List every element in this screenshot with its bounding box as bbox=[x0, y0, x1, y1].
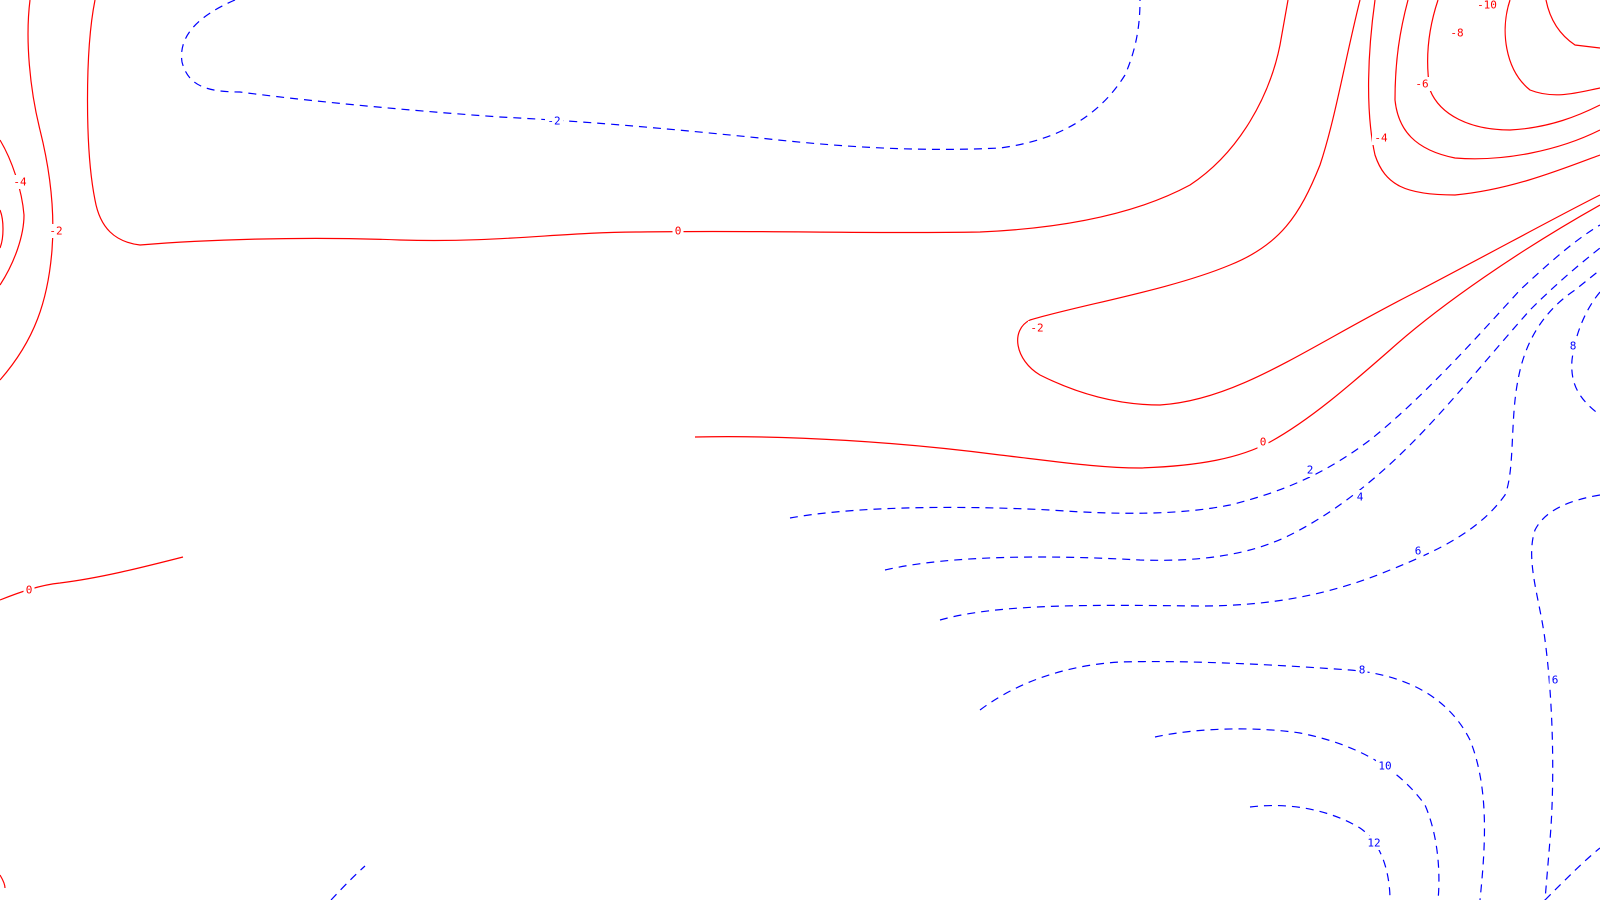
contour-label-group-17: 10 bbox=[1376, 759, 1394, 773]
contour-label-background bbox=[1549, 673, 1561, 687]
contour-label: 8 bbox=[1570, 340, 1577, 353]
contour-label-group-6: -2 bbox=[47, 224, 65, 238]
contour-label-group-14: 6 bbox=[1549, 673, 1561, 687]
contour-label-background bbox=[11, 175, 29, 189]
contour-line-level-neg4-3 bbox=[1394, 0, 1600, 160]
contour-label-background bbox=[1257, 435, 1269, 449]
contour-line-level-6-14 bbox=[1531, 494, 1600, 900]
contour-label: -6 bbox=[1415, 78, 1428, 91]
contour-label-background bbox=[1376, 759, 1394, 773]
contour-label-background bbox=[545, 114, 563, 128]
contour-line-level-neg4-4 bbox=[1367, 0, 1600, 196]
contour-line-level-neg6-22 bbox=[0, 209, 4, 249]
contour-line-level-neg2-6 bbox=[1017, 0, 1600, 406]
contour-label-background bbox=[1413, 77, 1431, 91]
contour-label: 8 bbox=[1359, 664, 1366, 677]
contour-label-group-4: -4 bbox=[11, 175, 29, 189]
contour-line-level-neg2-7 bbox=[0, 0, 54, 381]
contour-label-group-9: 0 bbox=[1257, 435, 1269, 449]
contour-label-background bbox=[1304, 463, 1316, 477]
contour-label: -2 bbox=[1030, 322, 1043, 335]
contour-line-level-0-10 bbox=[0, 556, 184, 601]
contour-line-level-4-23 bbox=[1544, 847, 1600, 900]
contour-line-level-8-15 bbox=[1571, 291, 1600, 416]
contour-label: 6 bbox=[1552, 674, 1559, 687]
contour-line-level-neg4-5 bbox=[0, 139, 25, 286]
contour-label-group-5: -2 bbox=[1028, 321, 1046, 335]
contour-label: 0 bbox=[1260, 436, 1267, 449]
contour-label-background bbox=[1448, 26, 1466, 40]
contour-label: 0 bbox=[675, 225, 682, 238]
contour-label: -2 bbox=[547, 115, 560, 128]
contour-label: 0 bbox=[26, 584, 33, 597]
contour-line-level-0-8 bbox=[86, 0, 1289, 246]
contour-label-background bbox=[1567, 339, 1579, 353]
contour-label-group-8: 0 bbox=[672, 224, 684, 238]
contour-label-group-11: 2 bbox=[1304, 463, 1316, 477]
contour-line-level-12-18 bbox=[1249, 804, 1391, 900]
contour-label-group-10: 0 bbox=[23, 583, 35, 597]
contour-line-level-neg6-2 bbox=[1427, 0, 1600, 131]
contour-label: 6 bbox=[1415, 545, 1422, 558]
contour-label-background bbox=[1412, 544, 1424, 558]
contour-line-level-2-11 bbox=[789, 224, 1600, 519]
contour-label-background bbox=[1365, 836, 1383, 850]
contour-labels: -10 -8 -6 -4 -4 -2 -2 -2 0 0 0 2 4 6 6 8 8 10 12 bbox=[11, 0, 1579, 850]
contour-line-level-6-13 bbox=[939, 269, 1600, 621]
contour-label-group-18: 12 bbox=[1365, 836, 1383, 850]
contour-label-background bbox=[1028, 321, 1046, 335]
contour-label-background bbox=[1356, 663, 1368, 677]
contour-label-background bbox=[23, 583, 35, 597]
contour-label: -4 bbox=[13, 176, 27, 189]
contour-line-level-4-12 bbox=[884, 247, 1600, 571]
contour-line-level-2-20 bbox=[330, 865, 366, 900]
contour-label-group-3: -4 bbox=[1372, 131, 1390, 145]
contour-label-group-12: 4 bbox=[1354, 490, 1366, 504]
contour-label-group-2: -6 bbox=[1413, 77, 1431, 91]
contour-label-background bbox=[1372, 131, 1390, 145]
contour-label-background bbox=[1474, 0, 1500, 12]
contour-label-background bbox=[672, 224, 684, 238]
contour-label: -10 bbox=[1477, 0, 1497, 12]
contour-line-level-0-9 bbox=[694, 204, 1600, 469]
contour-line-level-10-17 bbox=[1154, 728, 1440, 900]
contour-label-group-15: 8 bbox=[1567, 339, 1579, 353]
contour-label: 4 bbox=[1357, 491, 1364, 504]
contour-line-level-neg2-19 bbox=[180, 0, 1141, 150]
contour-label: -8 bbox=[1450, 27, 1463, 40]
contour-label: -4 bbox=[1374, 132, 1388, 145]
contour-label-group-0: -10 bbox=[1474, 0, 1500, 12]
contour-label-group-16: 8 bbox=[1356, 663, 1368, 677]
contour-label-background bbox=[1354, 490, 1366, 504]
contour-label: -2 bbox=[49, 225, 62, 238]
contour-label-group-7: -2 bbox=[545, 114, 563, 128]
contour-line-level-8-16 bbox=[979, 660, 1486, 900]
contour-line-level-neg8-1 bbox=[1504, 0, 1600, 96]
contour-label-group-13: 6 bbox=[1412, 544, 1424, 558]
contour-label-group-1: -8 bbox=[1448, 26, 1466, 40]
contour-label: 10 bbox=[1378, 760, 1391, 773]
contour-line-level-neg10-0 bbox=[1545, 0, 1600, 49]
contour-label: 2 bbox=[1307, 464, 1314, 477]
contour-label-background bbox=[47, 224, 65, 238]
contour-label: 12 bbox=[1367, 837, 1380, 850]
contour-line-level-0-21 bbox=[0, 874, 6, 889]
